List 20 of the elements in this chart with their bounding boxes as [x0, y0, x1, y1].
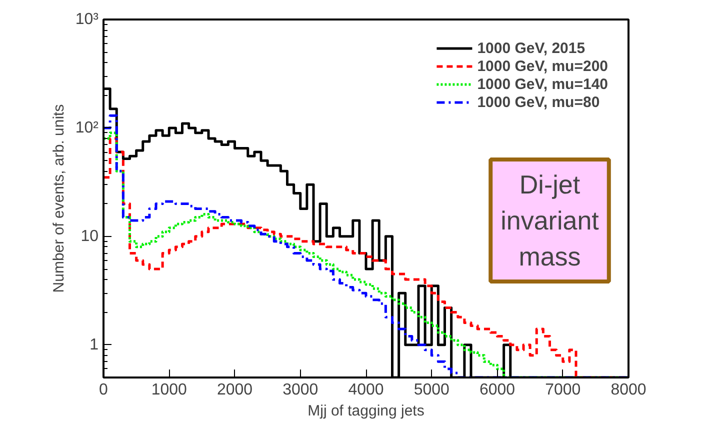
x-tick-label: 5000 [414, 382, 450, 398]
y-tick-label: 1 [90, 336, 99, 354]
legend-label: 1000 GeV, mu=140 [477, 75, 608, 93]
x-tick-label: 1000 [151, 382, 188, 398]
y-tick-label: 10 [80, 228, 99, 245]
y-tick-label: 10² [75, 119, 100, 136]
x-tick-label: 7000 [545, 382, 581, 398]
x-tick-label: 3000 [282, 382, 318, 398]
y-tick-label: 10³ [75, 11, 100, 28]
x-tick-label: 8000 [610, 382, 646, 398]
x-tick-label: 6000 [479, 382, 516, 398]
annotation: Di-jet invariant mass [500, 170, 600, 272]
legend-label: 1000 GeV, mu=200 [477, 57, 608, 75]
x-tick-label: 0 [99, 382, 108, 398]
x-tick-label: 4000 [348, 382, 384, 398]
x-axis-title: Mjj of tagging jets [308, 402, 424, 420]
y-axis-title: Number of events, arb. units [50, 104, 68, 293]
legend-label: 1000 GeV, 2015 [477, 39, 586, 57]
legend-label: 1000 GeV, mu=80 [477, 93, 600, 111]
x-tick-label: 2000 [216, 382, 253, 398]
